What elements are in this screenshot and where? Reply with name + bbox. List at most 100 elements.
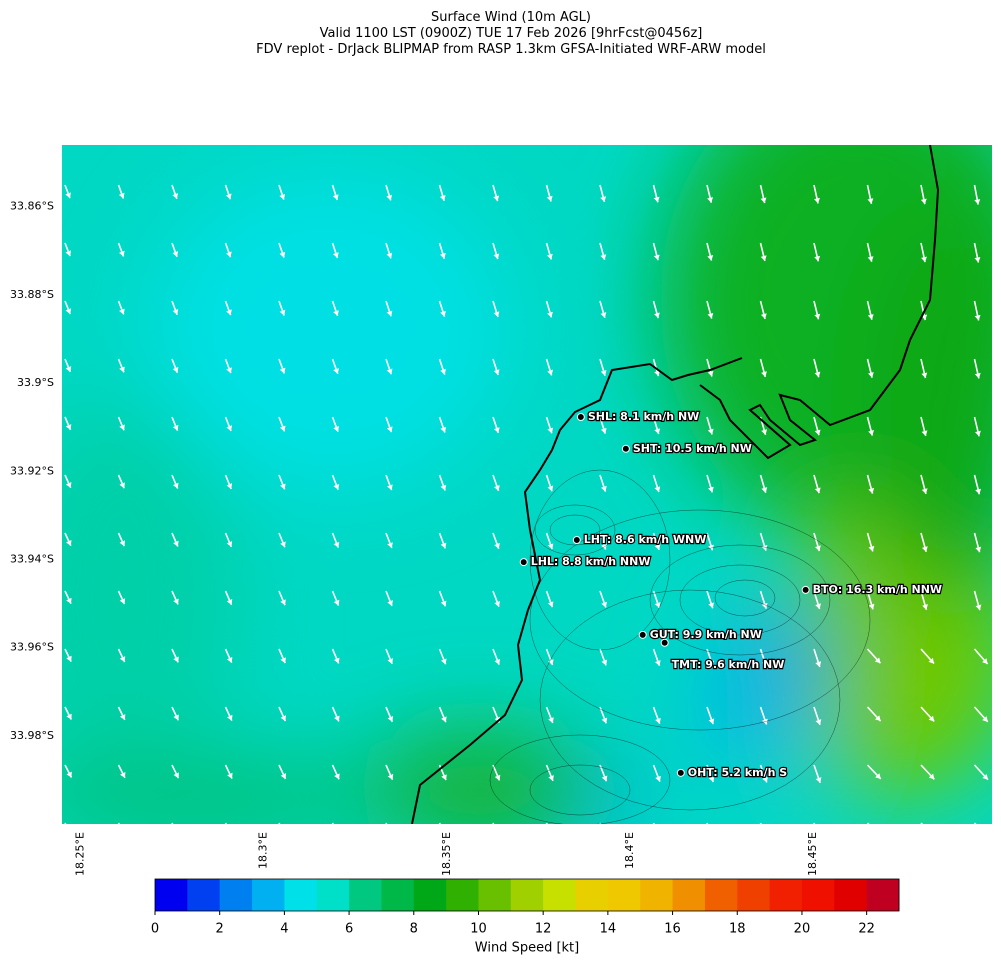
wind-arrow-head [760, 197, 767, 204]
wind-arrow-head [387, 484, 393, 491]
wind-arrow-head [387, 716, 394, 722]
wind-arrow-head [654, 486, 661, 492]
lat-tick-label: 33.86°S [10, 200, 54, 213]
wind-arrow-head [975, 488, 982, 495]
wind-arrow-head [66, 655, 72, 662]
wind-arrow-head [708, 602, 714, 609]
colorbar-segment [672, 879, 706, 911]
wind-arrow-head [388, 832, 393, 838]
wind-arrow [866, 822, 870, 824]
wind-arrow-head [868, 487, 875, 494]
wind-arrow-head [921, 546, 928, 552]
colorbar-tick-label: 12 [535, 922, 552, 937]
wind-arrow-head [226, 599, 233, 605]
wind-arrow [599, 822, 602, 824]
wind-arrow-head [440, 426, 447, 433]
wind-arrow-head [493, 369, 500, 375]
wind-arrow-head [332, 194, 339, 201]
wind-arrow-head [119, 366, 125, 373]
wind-arrow [492, 822, 495, 824]
wind-arrow-head [602, 833, 608, 839]
wind-arrow-head [387, 542, 393, 549]
wind-arrow-head [655, 834, 661, 840]
wind-arrow-head [601, 485, 607, 492]
wind-arrow-head [173, 772, 179, 779]
wind-arrow-head [707, 197, 713, 203]
station-dot [660, 638, 669, 647]
wind-arrow-head [761, 487, 768, 493]
colorbar-segment [187, 879, 221, 911]
wind-arrow-head [975, 604, 982, 611]
wind-arrow-head [548, 775, 554, 781]
wind-arrow-head [173, 656, 179, 663]
wind-arrow-head [546, 195, 553, 202]
lat-tick-label: 33.94°S [10, 552, 54, 565]
station-dot [638, 630, 647, 639]
colorbar-segment [801, 879, 835, 911]
wind-arrow-head [279, 193, 286, 200]
wind-arrow-head [172, 309, 179, 315]
colorbar-segment [349, 879, 382, 911]
wind-arrow-head [334, 831, 339, 837]
wind-arrow-head [493, 253, 500, 260]
colorbar-tick-label: 14 [600, 922, 617, 937]
wind-arrow-head [280, 657, 286, 664]
wind-arrow-head [547, 659, 554, 666]
wind-arrow-head [707, 370, 714, 377]
wind-arrow-head [875, 773, 881, 779]
wind-arrow-head [921, 372, 928, 379]
lat-tick-label: 33.96°S [10, 641, 54, 654]
wind-arrow-head [119, 424, 125, 431]
wind-arrow-head [982, 773, 988, 780]
wind-arrow-head [922, 604, 928, 610]
lat-tick-label: 33.9°S [17, 376, 54, 389]
wind-arrow-head [65, 424, 72, 430]
wind-arrow-head [921, 256, 927, 263]
wind-arrow-head [867, 314, 874, 320]
wind-arrow-head [600, 196, 607, 202]
wind-arrow [706, 822, 709, 824]
wind-arrow-head [654, 660, 661, 666]
wind-arrow-head [814, 487, 821, 494]
wind-arrow-head [814, 197, 820, 204]
wind-arrow-head [600, 254, 607, 260]
colorbar-tick-label: 6 [345, 922, 353, 937]
wind-arrow-head [601, 717, 608, 724]
wind-arrow-head [601, 601, 607, 608]
wind-arrow-head [494, 600, 500, 607]
wind-arrow-head [226, 483, 233, 489]
wind-arrow-head [815, 777, 822, 783]
wind-arrow-head [708, 776, 715, 783]
wind-arrow-head [226, 656, 233, 663]
wind-arrow-head [547, 427, 554, 434]
wind-arrow-head [440, 600, 447, 607]
wind-arrow-head [440, 484, 447, 491]
lon-tick-label: 18.25°E [74, 832, 87, 876]
wind-arrow-head [974, 199, 981, 205]
station-dot [676, 768, 685, 777]
colorbar-tick-label: 18 [729, 922, 746, 937]
wind-arrow-head [439, 195, 446, 201]
wind-arrow-head [654, 312, 660, 319]
wind-arrow-head [975, 430, 981, 437]
wind-arrow-head [762, 835, 768, 841]
wind-arrow-head [441, 774, 447, 781]
wind-arrow-head [333, 483, 340, 490]
wind-arrow-head [928, 715, 935, 722]
wind-arrow-head [655, 775, 661, 782]
wind-arrow-head [815, 603, 821, 610]
wind-arrow-head [387, 600, 393, 606]
colorbar-segment [381, 879, 415, 911]
wind-arrow-head [708, 718, 715, 725]
wind-arrow-head [172, 366, 179, 373]
wind-arrow-head [760, 255, 767, 261]
wind-arrow-head [868, 429, 874, 436]
lon-tick-label: 18.45°E [806, 832, 819, 876]
wind-arrow-head [280, 773, 287, 779]
wind-arrow-head [546, 253, 553, 260]
wind-arrow-head [874, 657, 881, 664]
wind-arrow-head [440, 310, 446, 317]
wind-arrow-head [975, 546, 982, 553]
station-label: GUT: 9.9 km/h NW [650, 628, 762, 641]
wind-arrow-head [655, 717, 661, 724]
